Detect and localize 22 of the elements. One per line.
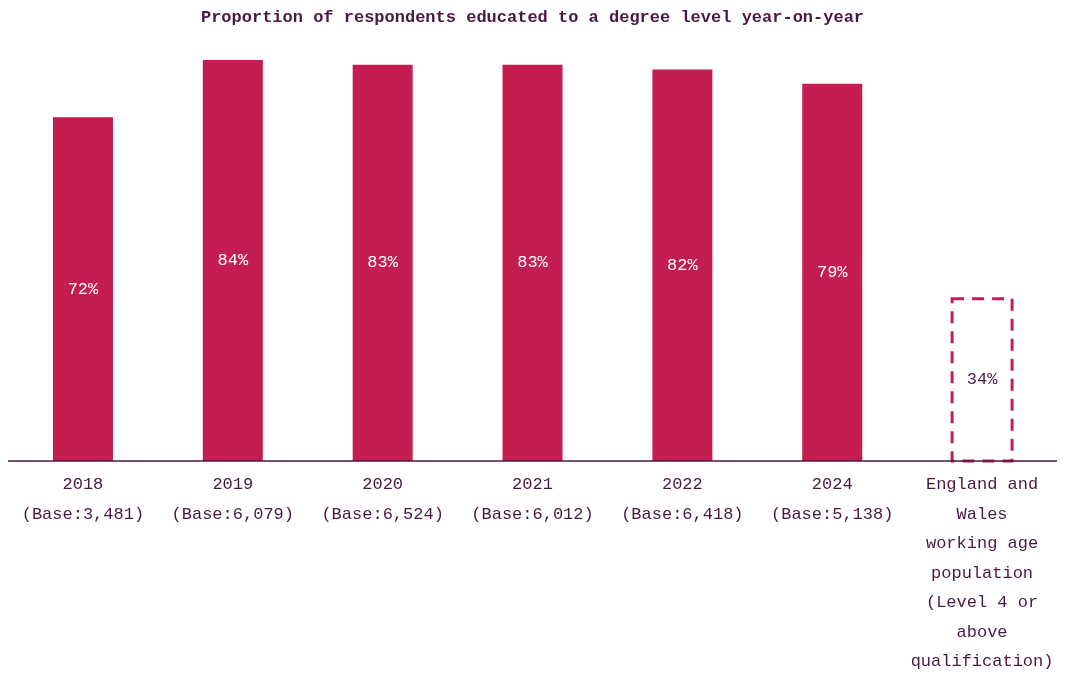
bar bbox=[352, 64, 413, 461]
bar bbox=[652, 69, 713, 461]
bar bbox=[802, 83, 863, 461]
data-label: 79% bbox=[816, 262, 849, 282]
x-tick-label: 2024 (Base:5,138) bbox=[771, 475, 894, 524]
bar bbox=[52, 117, 113, 461]
x-tick-label: 2021 (Base:6,012) bbox=[471, 475, 594, 524]
data-label: 72% bbox=[67, 279, 100, 299]
data-label: 83% bbox=[517, 253, 549, 273]
x-tick-label: England and Wales working age population (Level 4 or above qualification) bbox=[910, 475, 1054, 671]
x-tick-label: 2019 (Base:6,079) bbox=[171, 475, 294, 524]
data-label: 83% bbox=[367, 253, 399, 273]
bar bbox=[202, 60, 263, 461]
bar bbox=[950, 297, 1014, 463]
chart-title: Proportion of respondents educated to a degree level year-on-year bbox=[199, 8, 866, 29]
x-tick-label: 2020 (Base:6,524) bbox=[321, 475, 444, 524]
bar bbox=[502, 64, 563, 461]
data-label: 82% bbox=[667, 255, 699, 275]
data-label: 84% bbox=[217, 250, 249, 270]
data-label: 34% bbox=[966, 370, 999, 390]
x-tick-label: 2018 (Base:3,481) bbox=[21, 475, 145, 524]
x-tick-label: 2022 (Base:6,418) bbox=[621, 475, 744, 524]
